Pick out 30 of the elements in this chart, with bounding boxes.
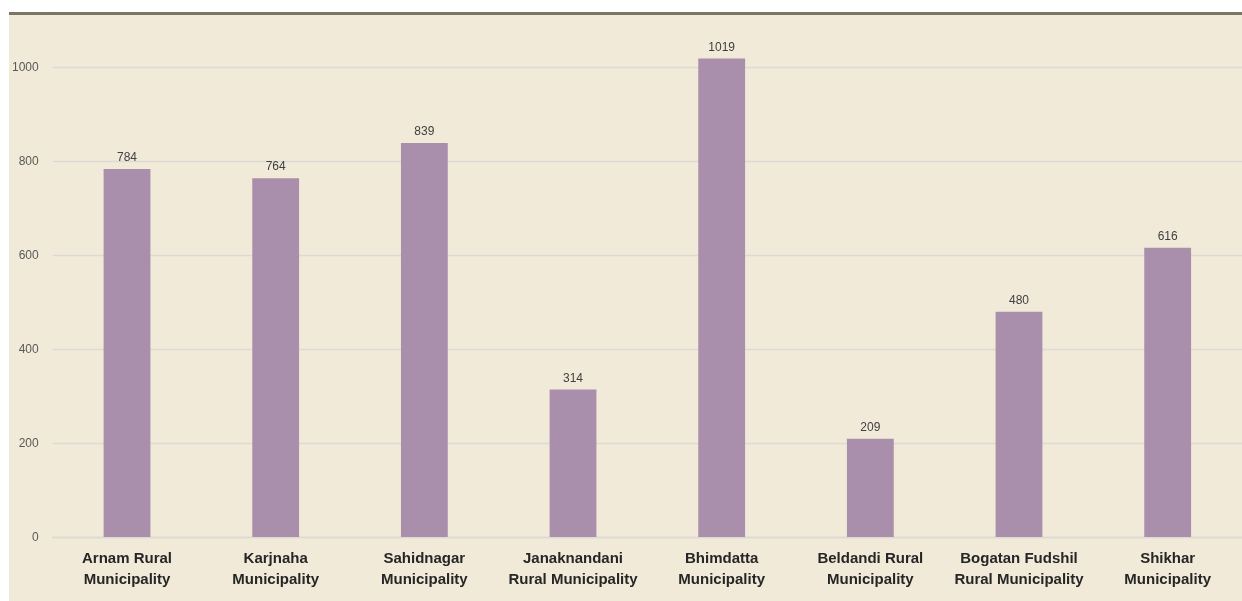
x-tick-label: Bogatan Fudshil Rural Municipality — [954, 549, 1085, 587]
data-label: 764 — [265, 159, 287, 174]
y-tick-label: 600 — [18, 248, 40, 263]
bar — [103, 168, 151, 537]
x-tick-label: Shikhar Municipality — [1124, 549, 1212, 587]
data-label: 480 — [1008, 292, 1030, 307]
y-tick-label: 0 — [32, 530, 40, 544]
y-tick-label: 200 — [18, 436, 40, 451]
x-tick-label: Sahidnagar Municipality — [381, 549, 469, 587]
data-label: 1019 — [708, 39, 736, 54]
data-label: 839 — [414, 124, 435, 139]
data-label: 314 — [563, 370, 584, 385]
x-tick-label: Karjnaha Municipality — [232, 549, 320, 587]
bar — [252, 178, 300, 537]
bar — [995, 311, 1043, 537]
data-label: 616 — [1157, 228, 1178, 243]
y-tick-label: 400 — [18, 342, 40, 357]
data-label: 784 — [117, 149, 138, 164]
bar — [400, 143, 448, 537]
x-tick-label: Beldandi Rural Municipality — [817, 549, 924, 587]
bar — [1144, 247, 1192, 537]
y-tick-label: 800 — [18, 154, 40, 169]
x-tick-label: Bhimdatta Municipality — [678, 549, 766, 587]
bar — [698, 58, 746, 537]
x-tick-label: Janaknandani Rural Municipality — [508, 549, 639, 587]
y-tick-label: 1000 — [11, 60, 40, 75]
x-tick-label: Arnam Rural Municipality — [82, 549, 173, 587]
bar — [846, 438, 894, 537]
data-label: 209 — [860, 419, 881, 434]
bar — [549, 389, 597, 537]
